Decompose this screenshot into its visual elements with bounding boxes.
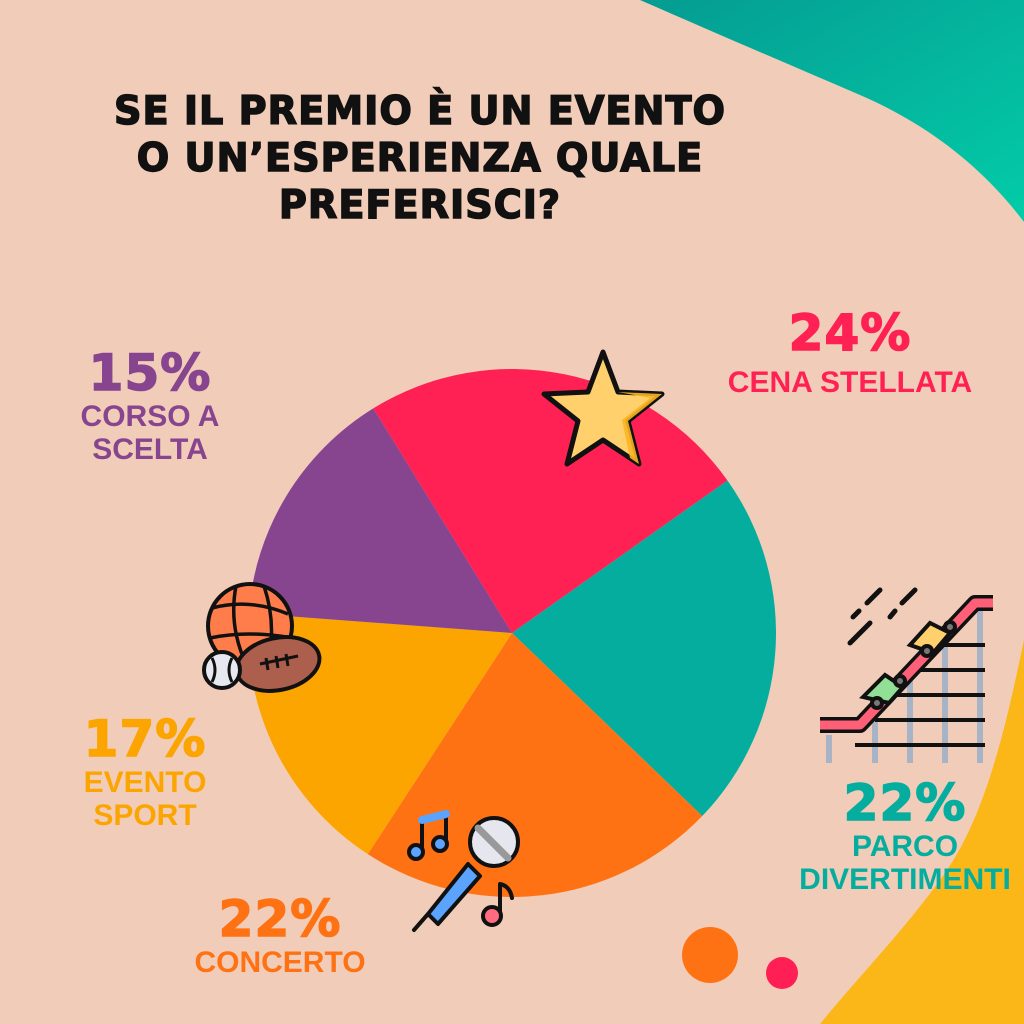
label-corso-a-scelta: 15% CORSO A SCELTA bbox=[40, 344, 260, 466]
name-parco-line-2: DIVERTIMENTI bbox=[799, 863, 1011, 896]
label-cena-stellata: 24% CENA STELLATA bbox=[690, 304, 1010, 399]
pie-slice-parco-divertimenti bbox=[512, 480, 776, 817]
title-line-3: preferisci? bbox=[278, 182, 562, 229]
name-sport-line-2: SPORT bbox=[93, 799, 197, 832]
name-corso-line-2: SCELTA bbox=[92, 433, 208, 466]
yellow-blob bbox=[820, 640, 1024, 1024]
title-line-2: o un’esperienza quale bbox=[136, 135, 704, 182]
pct-parco-divertimenti: 22% bbox=[843, 774, 967, 832]
pie-slice-concerto bbox=[367, 633, 703, 897]
decor-dot-orange bbox=[682, 927, 738, 983]
label-concerto: 22% CONCERTO bbox=[155, 890, 405, 979]
pie-slice-cena-stellata bbox=[373, 369, 728, 633]
pct-evento-sport: 17% bbox=[83, 710, 207, 768]
sports-balls-icon bbox=[202, 582, 322, 693]
chart-title: Se il premio è un evento o un’esperienza… bbox=[67, 88, 773, 229]
microphone-icon bbox=[407, 810, 520, 932]
name-sport-line-1: EVENTO bbox=[83, 766, 207, 799]
label-evento-sport: 17% EVENTO SPORT bbox=[45, 710, 245, 832]
pie-slice-corso-a-scelta bbox=[248, 408, 513, 633]
label-parco-divertimenti: 22% PARCO DIVERTIMENTI bbox=[780, 774, 1024, 896]
decor-dot-red bbox=[766, 957, 798, 989]
pct-corso-a-scelta: 15% bbox=[88, 344, 212, 402]
name-concerto: CONCERTO bbox=[194, 946, 366, 979]
name-cena-stellata: CENA STELLATA bbox=[727, 366, 973, 399]
name-corso-line-1: CORSO A bbox=[80, 400, 220, 433]
teal-blob bbox=[640, 0, 1024, 222]
pct-cena-stellata: 24% bbox=[788, 304, 912, 362]
star-icon bbox=[541, 349, 665, 467]
title-line-1: Se il premio è un evento bbox=[113, 88, 727, 135]
name-parco-line-1: PARCO bbox=[851, 830, 959, 863]
pct-concerto: 22% bbox=[218, 890, 342, 948]
roller-coaster-icon bbox=[820, 587, 993, 763]
